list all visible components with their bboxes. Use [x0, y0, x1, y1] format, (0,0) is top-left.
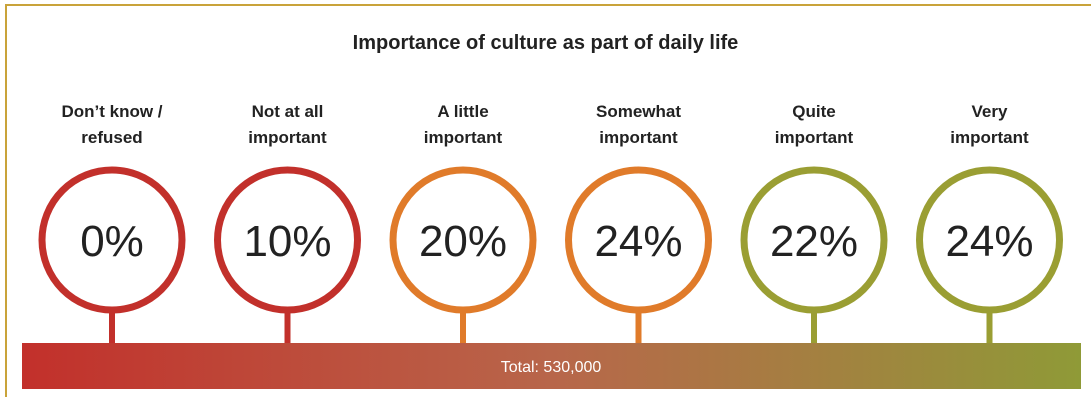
category-label: Quite	[792, 102, 835, 121]
bubble-stem	[460, 310, 466, 343]
category-label: important	[950, 128, 1029, 147]
bubble-value-label: 0%	[80, 217, 144, 266]
bubble-stem	[109, 310, 115, 343]
chart-frame	[5, 4, 1091, 397]
chart-title: Importance of culture as part of daily l…	[352, 32, 739, 54]
bubble-stem	[986, 310, 993, 343]
total-bar	[22, 343, 1081, 389]
category-label: A little	[437, 102, 488, 121]
category-label: important	[599, 128, 678, 147]
bubble-circle	[38, 166, 186, 314]
bubble-circle	[389, 166, 537, 314]
bubble-circle	[214, 166, 361, 314]
category-label: Don’t know /	[61, 102, 162, 121]
bubble-stem	[284, 310, 291, 343]
category-label: refused	[81, 128, 142, 147]
category-label: Very	[972, 102, 1008, 121]
category-label: Not at all	[252, 102, 324, 121]
bubble-circle	[565, 166, 712, 314]
category-label: important	[424, 128, 503, 147]
bubble-stem	[811, 310, 817, 343]
category-label: Somewhat	[596, 102, 681, 121]
bubble-value-label: 22%	[770, 217, 858, 266]
category-label: important	[775, 128, 854, 147]
category-label: important	[248, 128, 327, 147]
bubble-value-label: 24%	[945, 217, 1033, 266]
bubble-value-label: 20%	[419, 217, 507, 266]
total-label: Total: 530,000	[501, 359, 602, 376]
bubble-value-label: 24%	[594, 217, 682, 266]
bubble-circle	[740, 166, 888, 314]
bubble-stem	[635, 310, 642, 343]
bubble-circle	[916, 166, 1063, 314]
bubble-value-label: 10%	[243, 217, 331, 266]
